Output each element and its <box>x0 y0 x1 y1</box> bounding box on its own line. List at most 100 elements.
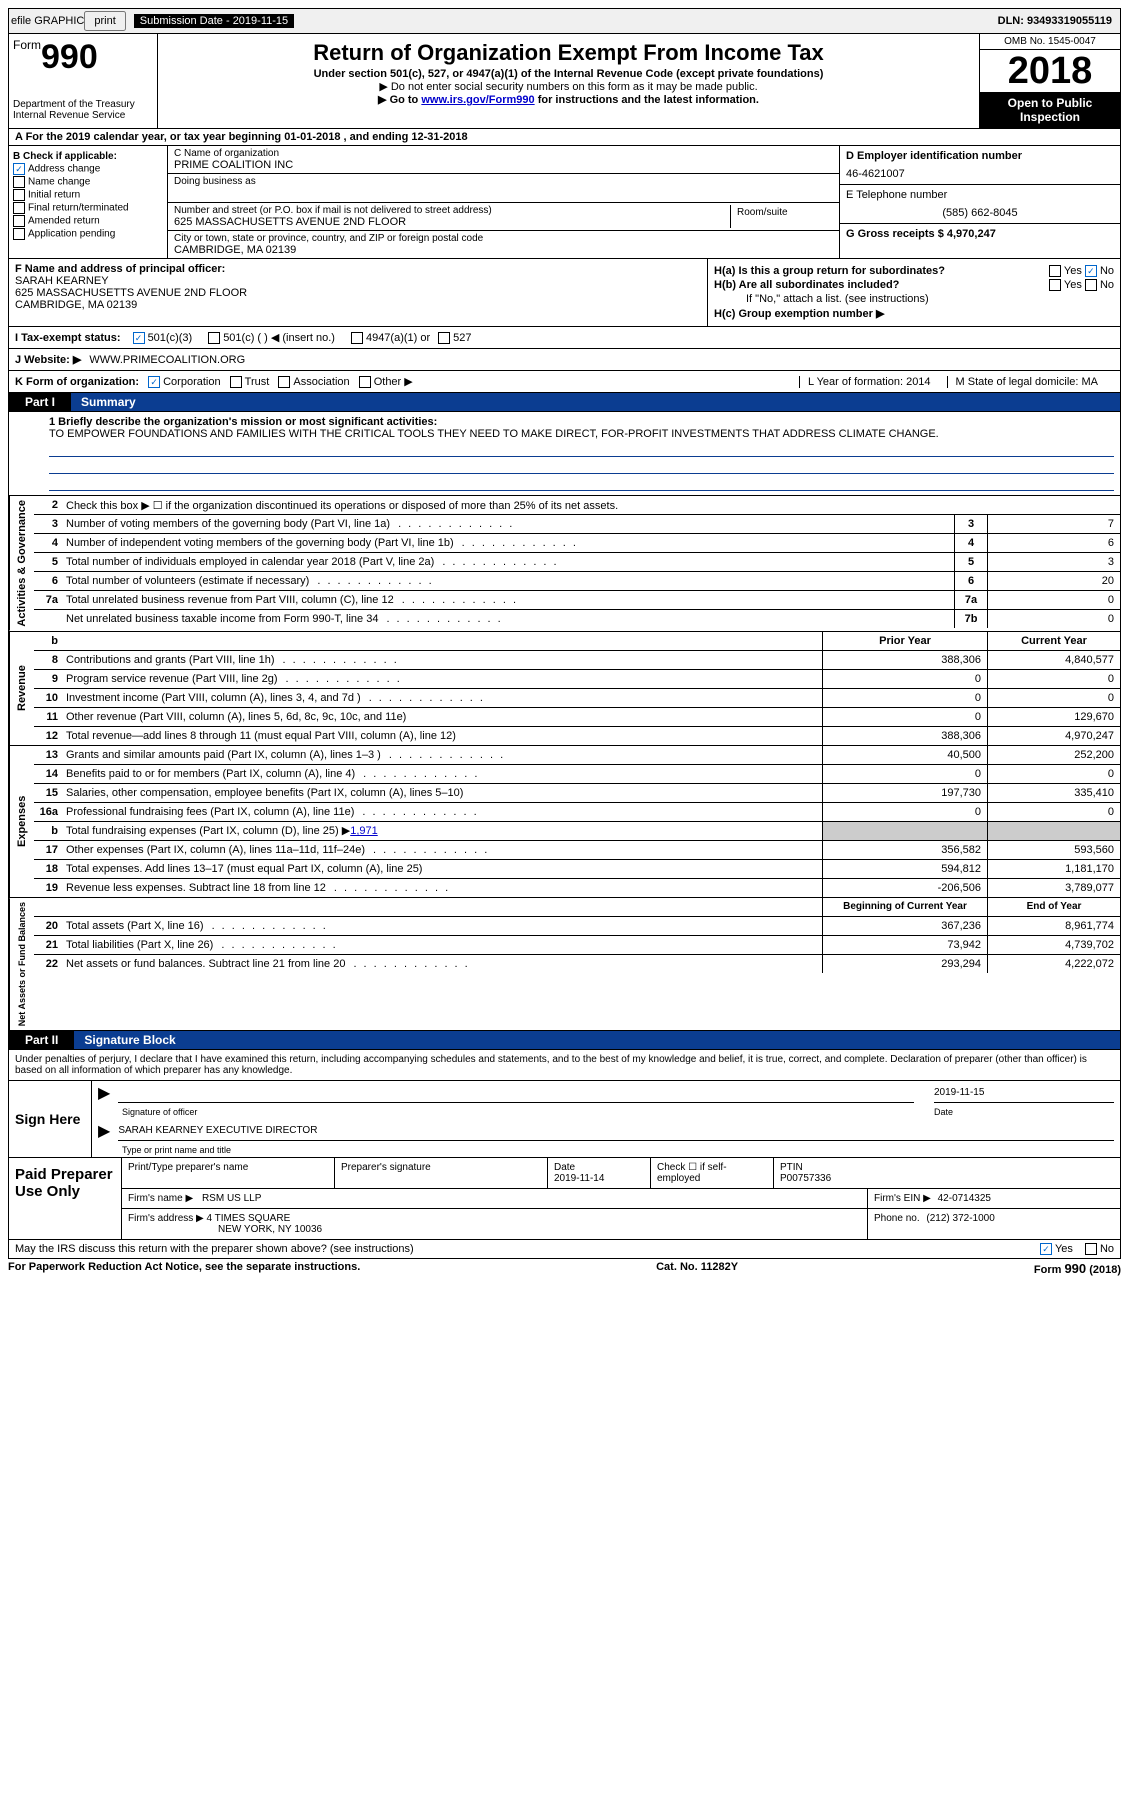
print-button[interactable]: print <box>84 11 125 31</box>
discuss-no-chk[interactable] <box>1085 1243 1097 1255</box>
line-10-prior: 0 <box>822 689 987 707</box>
firm-ein-label: Firm's EIN ▶ <box>874 1193 931 1204</box>
part-i-header: Part I Summary <box>8 393 1121 412</box>
line-6: Total number of volunteers (estimate if … <box>62 574 954 588</box>
chk-corp[interactable] <box>148 376 160 388</box>
ha-no-chk[interactable] <box>1085 265 1097 277</box>
chk-app-pending[interactable] <box>13 228 25 240</box>
footer-right: Form 990 (2018) <box>1034 1261 1121 1276</box>
lbl-527: 527 <box>453 332 471 344</box>
dba-label: Doing business as <box>174 176 833 187</box>
expenses-table: Expenses 13Grants and similar amounts pa… <box>8 746 1121 898</box>
submission-date: Submission Date - 2019-11-15 <box>134 14 294 28</box>
h-group: H(a) Is this a group return for subordin… <box>708 259 1120 326</box>
irs-link[interactable]: www.irs.gov/Form990 <box>421 94 534 106</box>
line-12-curr: 4,970,247 <box>987 727 1120 745</box>
line-18-prior: 594,812 <box>822 860 987 878</box>
discuss-yes-chk[interactable] <box>1040 1243 1052 1255</box>
line-16b-curr-grey <box>987 822 1120 840</box>
line-10: Investment income (Part VIII, column (A)… <box>62 691 822 705</box>
firm-name-label: Firm's name ▶ <box>128 1193 193 1204</box>
line-18-curr: 1,181,170 <box>987 860 1120 878</box>
net-assets-table: Net Assets or Fund Balances Beginning of… <box>8 898 1121 1031</box>
part-ii-tab: Part II <box>9 1031 74 1049</box>
ha-yes-chk[interactable] <box>1049 265 1061 277</box>
chk-name-change[interactable] <box>13 176 25 188</box>
line-16a: Professional fundraising fees (Part IX, … <box>62 805 822 819</box>
signature-declaration: Under penalties of perjury, I declare th… <box>9 1050 1120 1081</box>
col-de: D Employer identification number 46-4621… <box>839 146 1120 258</box>
chk-address-change[interactable] <box>13 163 25 175</box>
m-state-domicile: M State of legal domicile: MA <box>947 376 1098 388</box>
part-ii-title: Signature Block <box>74 1031 1120 1049</box>
subtitle-2: ▶ Do not enter social security numbers o… <box>166 80 971 93</box>
line-13: Grants and similar amounts paid (Part IX… <box>62 748 822 762</box>
chk-501c3[interactable] <box>133 332 145 344</box>
org-name-label: C Name of organization <box>174 148 833 159</box>
line-16b-link[interactable]: 1,971 <box>350 825 378 837</box>
prep-phone-label: Phone no. <box>874 1213 920 1224</box>
prep-date-value: 2019-11-14 <box>554 1173 644 1184</box>
chk-amended[interactable] <box>13 215 25 227</box>
ha-line: H(a) Is this a group return for subordin… <box>714 265 1114 277</box>
hb-yes-chk[interactable] <box>1049 279 1061 291</box>
officer-signature-field[interactable] <box>118 1083 914 1103</box>
current-year-hdr: Current Year <box>987 632 1120 650</box>
l-year-formation: L Year of formation: 2014 <box>799 376 931 388</box>
line-7a-val: 0 <box>987 591 1120 609</box>
hb-yes-lbl: Yes <box>1064 279 1082 291</box>
chk-501c[interactable] <box>208 332 220 344</box>
side-expenses: Expenses <box>9 746 34 897</box>
line-17-prior: 356,582 <box>822 841 987 859</box>
chk-527[interactable] <box>438 332 450 344</box>
side-revenue: Revenue <box>9 632 34 745</box>
prep-print-label: Print/Type preparer's name <box>122 1158 335 1188</box>
year-box: OMB No. 1545-0047 2018 Open to Public In… <box>979 34 1120 128</box>
phone-value: (585) 662-8045 <box>846 207 1114 219</box>
lbl-trust: Trust <box>245 376 270 388</box>
chk-other[interactable] <box>359 376 371 388</box>
hb-no-chk[interactable] <box>1085 279 1097 291</box>
form-prefix: Form <box>13 38 41 52</box>
lbl-corp: Corporation <box>163 376 220 388</box>
top-bar: efile GRAPHIC print Submission Date - 20… <box>8 8 1121 34</box>
line-10-curr: 0 <box>987 689 1120 707</box>
subtitle-1: Under section 501(c), 527, or 4947(a)(1)… <box>166 68 971 80</box>
chk-assoc[interactable] <box>278 376 290 388</box>
line-5: Total number of individuals employed in … <box>62 555 954 569</box>
boy-hdr: Beginning of Current Year <box>822 898 987 916</box>
prep-phone-value: (212) 372-1000 <box>926 1213 994 1224</box>
footer-row: For Paperwork Reduction Act Notice, see … <box>8 1259 1121 1278</box>
line-15-curr: 335,410 <box>987 784 1120 802</box>
line-16b: Total fundraising expenses (Part IX, col… <box>62 823 822 838</box>
hb-label: H(b) Are all subordinates included? <box>714 279 899 291</box>
lbl-amended: Amended return <box>28 216 100 227</box>
line-11: Other revenue (Part VIII, column (A), li… <box>62 710 822 724</box>
line-16b-pre: Total fundraising expenses (Part IX, col… <box>66 825 350 837</box>
line-12-prior: 388,306 <box>822 727 987 745</box>
chk-trust[interactable] <box>230 376 242 388</box>
firm-addr-2: NEW YORK, NY 10036 <box>128 1224 861 1235</box>
lbl-name-change: Name change <box>28 177 90 188</box>
discuss-no-lbl: No <box>1100 1243 1114 1255</box>
tax-label: I Tax-exempt status: <box>15 332 121 344</box>
chk-initial-return[interactable] <box>13 189 25 201</box>
chk-4947[interactable] <box>351 332 363 344</box>
line-15-prior: 197,730 <box>822 784 987 802</box>
line-7b: Net unrelated business taxable income fr… <box>62 612 954 626</box>
line-8-curr: 4,840,577 <box>987 651 1120 669</box>
lbl-initial-return: Initial return <box>28 190 80 201</box>
line-14-curr: 0 <box>987 765 1120 783</box>
line-21-boy: 73,942 <box>822 936 987 954</box>
line-20-boy: 367,236 <box>822 917 987 935</box>
sig-officer-label: Signature of officer <box>122 1107 934 1117</box>
footer-center: Cat. No. 11282Y <box>360 1261 1034 1276</box>
revenue-table: Revenue bPrior YearCurrent Year 8Contrib… <box>8 632 1121 746</box>
org-name-value: PRIME COALITION INC <box>174 159 833 171</box>
sign-here-label: Sign Here <box>9 1081 92 1157</box>
line-3: Number of voting members of the governin… <box>62 517 954 531</box>
chk-final-return[interactable] <box>13 202 25 214</box>
line-16b-prior-grey <box>822 822 987 840</box>
line-12: Total revenue—add lines 8 through 11 (mu… <box>62 729 822 743</box>
website-value: WWW.PRIMECOALITION.ORG <box>89 354 245 366</box>
